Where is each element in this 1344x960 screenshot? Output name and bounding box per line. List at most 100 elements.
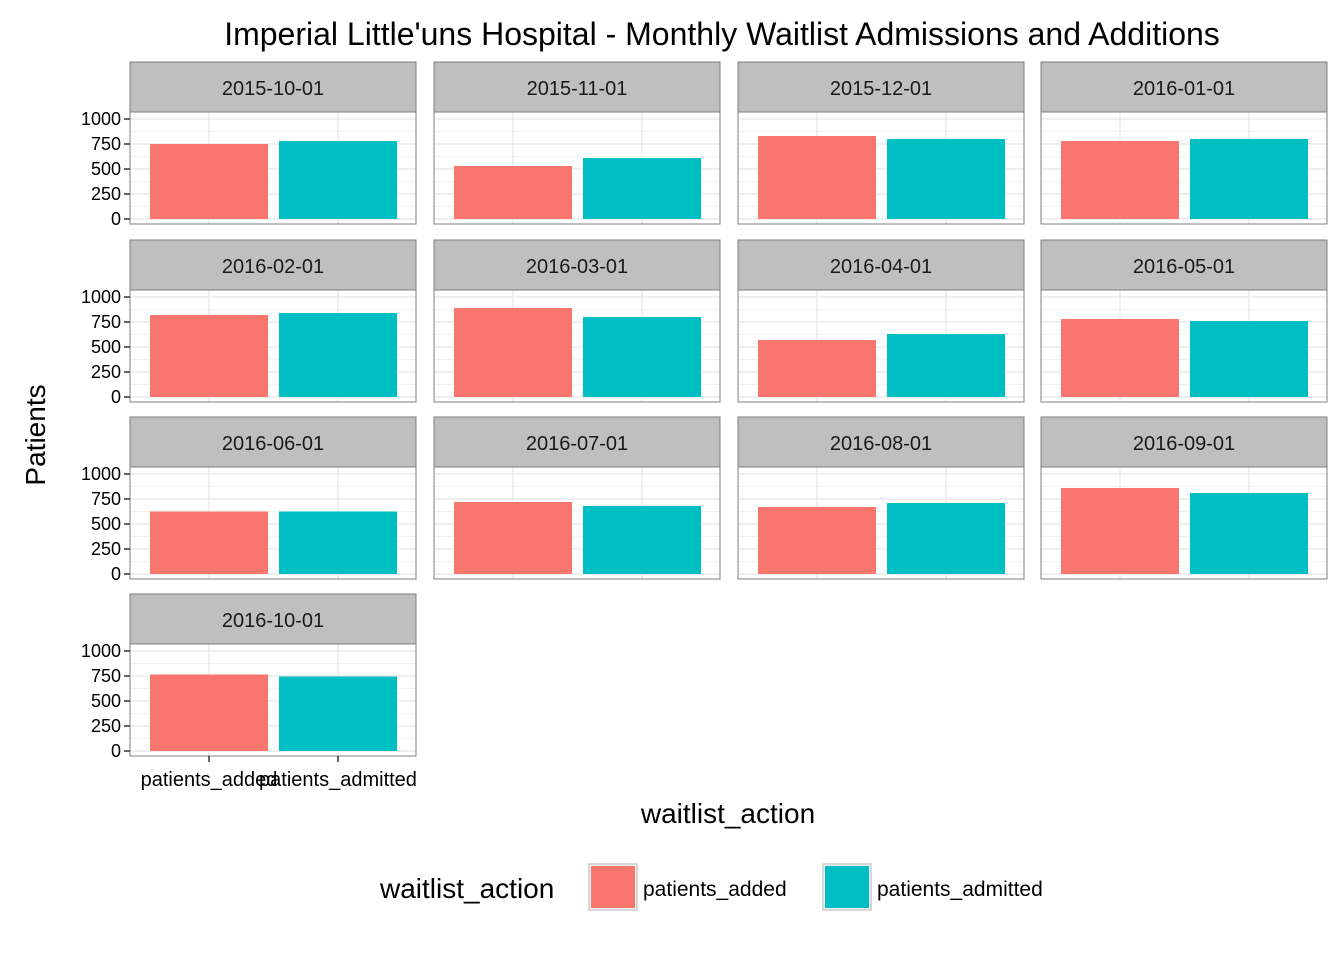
legend-title: waitlist_action — [379, 873, 554, 904]
facet-panel: 2016-02-01 0 250 500 750 1000 — [81, 239, 417, 407]
facet-panel: 2015-11-01 — [433, 61, 721, 225]
y-axis-label: Patients — [20, 384, 51, 485]
panel-border — [129, 289, 417, 403]
facet-label: 2015-10-01 — [222, 78, 324, 100]
facet-strip — [129, 416, 417, 468]
facet-panel: 2015-10-01 0 250 500 750 1000 — [81, 61, 417, 229]
facet-strip — [129, 61, 417, 113]
bar-patients-admitted — [887, 139, 1005, 219]
bar-patients-added — [1061, 488, 1179, 574]
facet-strip — [737, 416, 1025, 468]
bar-patients-added — [150, 315, 268, 397]
facet-panel: 2016-03-01 — [433, 239, 721, 403]
legend-swatch — [591, 866, 635, 908]
bar-patients-added — [454, 502, 572, 574]
y-tick-label: 750 — [91, 489, 121, 509]
panel-border — [129, 111, 417, 225]
legend-entry-label: patients_admitted — [877, 878, 1043, 901]
y-tick-label: 500 — [91, 159, 121, 179]
y-tick-label: 250 — [91, 184, 121, 204]
panel-border — [1040, 111, 1328, 225]
facet-label: 2016-05-01 — [1133, 256, 1235, 278]
facet-panel: 2016-06-01 0 250 500 750 1000 — [81, 416, 417, 584]
facet-label: 2016-10-01 — [222, 610, 324, 632]
facet-strip — [433, 416, 721, 468]
x-tick-label: patients_added — [141, 769, 278, 791]
facet-panel: 2016-10-01 0 250 500 750 1000 patients_addedpa… — [81, 593, 417, 791]
y-tick-label: 250 — [91, 716, 121, 736]
bar-patients-admitted — [1190, 321, 1308, 397]
facet-panel: 2016-09-01 — [1040, 416, 1328, 580]
facet-label: 2016-01-01 — [1133, 78, 1235, 100]
bar-patients-added — [150, 674, 268, 751]
y-tick-label: 1000 — [81, 464, 121, 484]
facet-panel: 2016-08-01 — [737, 416, 1025, 580]
facet-label: 2015-12-01 — [830, 78, 932, 100]
legend-entry-label: patients_added — [643, 878, 787, 901]
x-axis-label: waitlist_action — [640, 798, 815, 829]
bar-patients-admitted — [279, 141, 397, 219]
y-tick-label: 500 — [91, 691, 121, 711]
facet-label: 2016-08-01 — [830, 433, 932, 455]
facet-strip — [129, 593, 417, 645]
legend: waitlist_action patients_added patients_a… — [379, 863, 1043, 911]
bar-patients-admitted — [1190, 139, 1308, 219]
bar-patients-admitted — [279, 511, 397, 574]
facet-label: 2016-04-01 — [830, 256, 932, 278]
panel-border — [1040, 289, 1328, 403]
y-tick-label: 250 — [91, 362, 121, 382]
y-tick-label: 750 — [91, 666, 121, 686]
legend-swatch — [825, 866, 869, 908]
bar-patients-admitted — [279, 313, 397, 397]
y-tick-label: 750 — [91, 134, 121, 154]
facet-label: 2016-03-01 — [526, 256, 628, 278]
facet-panel: 2016-07-01 — [433, 416, 721, 580]
y-tick-label: 500 — [91, 337, 121, 357]
facet-label: 2016-09-01 — [1133, 433, 1235, 455]
panel-border — [737, 289, 1025, 403]
y-tick-label: 0 — [111, 387, 121, 407]
bar-patients-added — [1061, 141, 1179, 219]
facet-label: 2016-02-01 — [222, 256, 324, 278]
y-tick-label: 1000 — [81, 641, 121, 661]
panel-border — [433, 111, 721, 225]
x-tick-label: patients_admitted — [259, 769, 417, 791]
y-tick-label: 0 — [111, 741, 121, 761]
y-tick-label: 0 — [111, 209, 121, 229]
facet-label: 2015-11-01 — [527, 78, 628, 100]
panel-border — [737, 466, 1025, 580]
bar-patients-admitted — [279, 676, 397, 751]
y-tick-label: 250 — [91, 539, 121, 559]
facet-panel: 2016-01-01 — [1040, 61, 1328, 225]
panel-border — [737, 111, 1025, 225]
facet-strip — [433, 239, 721, 291]
facet-label: 2016-07-01 — [526, 433, 628, 455]
y-tick-label: 1000 — [81, 287, 121, 307]
bar-patients-admitted — [887, 334, 1005, 397]
facet-strip — [129, 239, 417, 291]
bar-patients-added — [758, 507, 876, 574]
panel-border — [433, 289, 721, 403]
facet-label: 2016-06-01 — [222, 433, 324, 455]
chart-title: Imperial Little'uns Hospital - Monthly W… — [224, 16, 1220, 52]
bar-patients-admitted — [583, 158, 701, 219]
bar-patients-admitted — [1190, 493, 1308, 574]
panel-border — [1040, 466, 1328, 580]
bar-patients-added — [454, 166, 572, 219]
y-tick-label: 500 — [91, 514, 121, 534]
bar-patients-added — [758, 340, 876, 397]
facet-strip — [737, 61, 1025, 113]
bar-patients-admitted — [887, 503, 1005, 574]
bar-patients-admitted — [583, 317, 701, 397]
panel-border — [129, 643, 417, 757]
bar-patients-added — [150, 511, 268, 574]
y-tick-label: 0 — [111, 564, 121, 584]
bar-patients-added — [1061, 319, 1179, 397]
bar-patients-added — [454, 308, 572, 397]
bar-patients-added — [150, 144, 268, 219]
panel-border — [433, 466, 721, 580]
facet-panel: 2016-04-01 — [737, 239, 1025, 403]
facet-strip — [1040, 416, 1328, 468]
bar-patients-added — [758, 136, 876, 219]
